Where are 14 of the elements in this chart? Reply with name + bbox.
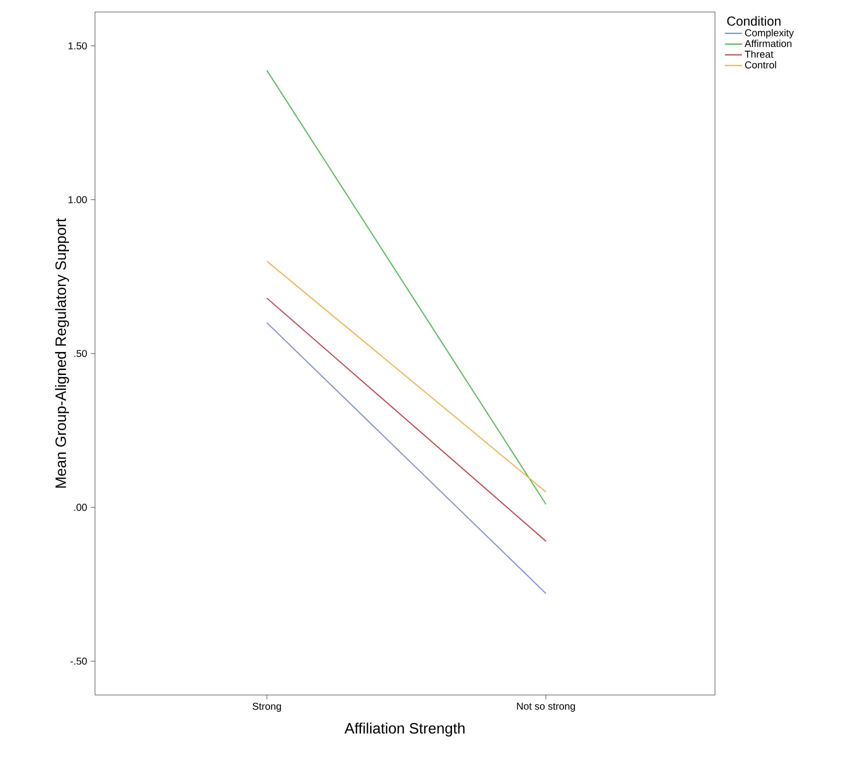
y-tick-label: 1.50 xyxy=(68,42,87,50)
y-tick-label: .00 xyxy=(74,504,87,511)
y-axis-title: Mean Group-Aligned Regulatory Support xyxy=(55,218,69,488)
y-tick-label: -.50 xyxy=(70,658,87,665)
x-axis-title: Affiliation Strength xyxy=(344,722,465,737)
legend-label: Threat xyxy=(744,50,774,58)
legend-label: Affirmation xyxy=(744,40,792,48)
legend-label: Complexity xyxy=(745,29,794,38)
legend-title: Condition xyxy=(727,16,780,26)
y-tick-label: 1.00 xyxy=(68,196,87,204)
x-tick-label: Strong xyxy=(252,702,281,712)
y-tick-label: .50 xyxy=(74,350,87,358)
legend-label: Control xyxy=(745,61,776,68)
x-tick-label: Not so strong xyxy=(517,702,575,712)
